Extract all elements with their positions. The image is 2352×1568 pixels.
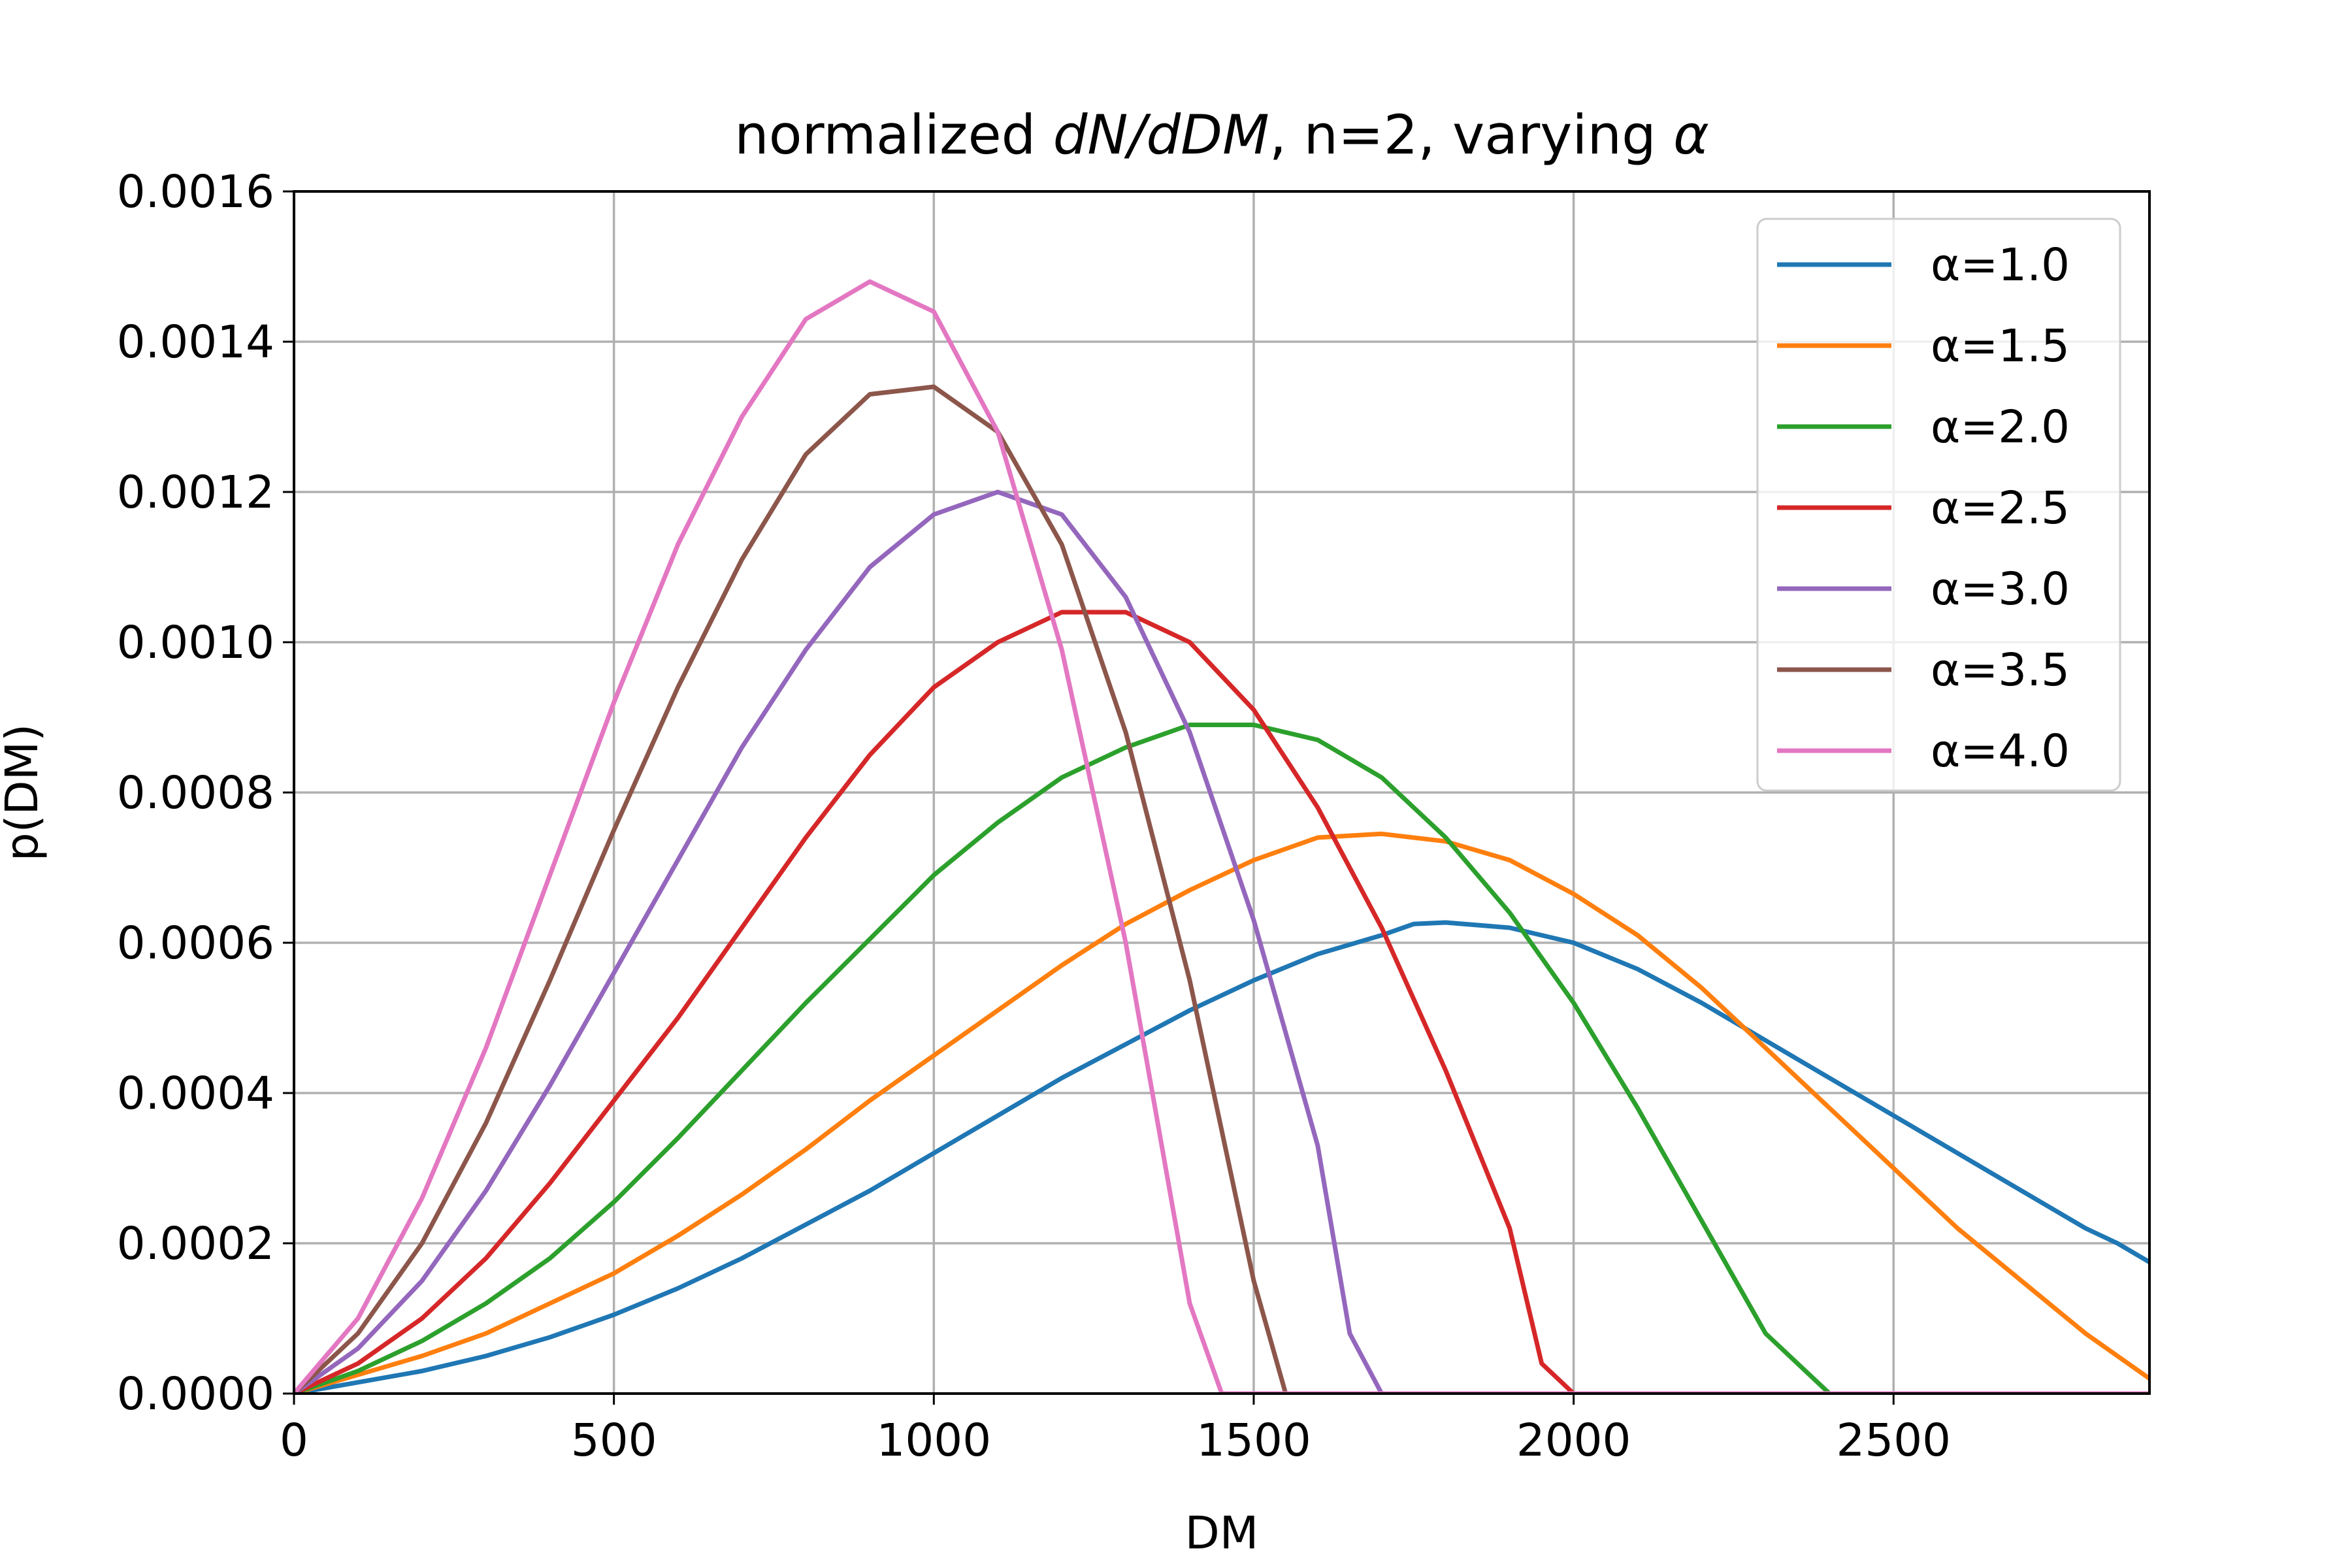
y-tick-label: 0.0004 bbox=[117, 1068, 274, 1120]
series-line-6 bbox=[294, 384, 2149, 1394]
x-tick-label: 2000 bbox=[1516, 1414, 1631, 1467]
series-line-2 bbox=[294, 831, 2149, 1394]
series-line-3 bbox=[294, 723, 2149, 1394]
x-axis-label: DM bbox=[1185, 1507, 1259, 1560]
x-tick-label: 2500 bbox=[1836, 1414, 1951, 1467]
y-tick-label: 0.0006 bbox=[117, 917, 274, 970]
y-tick-label: 0.0000 bbox=[117, 1368, 274, 1420]
x-tick-label: 1500 bbox=[1196, 1414, 1311, 1467]
legend: α=1.0 α=1.5 α=2.0 α=2.5 α=3.0 α=3.5 α=4.0 bbox=[1756, 218, 2121, 792]
y-tick-label: 0.0008 bbox=[117, 767, 274, 819]
x-axis-ticks: 0 500 1000 1500 2000 2500 bbox=[280, 1394, 1951, 1467]
legend-label: α=2.5 bbox=[1931, 482, 2070, 534]
legend-label: α=2.0 bbox=[1931, 401, 2070, 453]
legend-label: α=1.5 bbox=[1931, 320, 2070, 372]
series-line-5 bbox=[294, 489, 2149, 1394]
legend-label: α=3.0 bbox=[1931, 563, 2070, 615]
y-tick-label: 0.0012 bbox=[117, 466, 274, 519]
chart-title: normalized dN/dDM, n=2, varying α bbox=[734, 103, 1709, 167]
legend-label: α=3.5 bbox=[1931, 644, 2070, 696]
y-tick-label: 0.0010 bbox=[117, 617, 274, 669]
x-tick-label: 1000 bbox=[877, 1414, 992, 1467]
series-line-4 bbox=[294, 610, 2149, 1394]
y-axis-ticks: 0.0000 0.0002 0.0004 0.0006 0.0008 0.0010 0.00… bbox=[117, 166, 294, 1420]
x-tick-label: 500 bbox=[571, 1414, 657, 1467]
series-layer bbox=[294, 279, 2149, 1394]
legend-label: α=1.0 bbox=[1931, 239, 2070, 291]
legend-box bbox=[1756, 218, 2121, 792]
x-tick-label: 0 bbox=[280, 1414, 308, 1467]
y-tick-label: 0.0016 bbox=[117, 166, 274, 218]
y-tick-label: 0.0002 bbox=[117, 1218, 274, 1270]
series-line-1 bbox=[294, 920, 2149, 1394]
y-tick-label: 0.0014 bbox=[117, 316, 274, 368]
legend-label: α=4.0 bbox=[1931, 725, 2070, 777]
y-axis-label: p(DM) bbox=[0, 724, 48, 861]
series-line-7 bbox=[294, 279, 2149, 1394]
